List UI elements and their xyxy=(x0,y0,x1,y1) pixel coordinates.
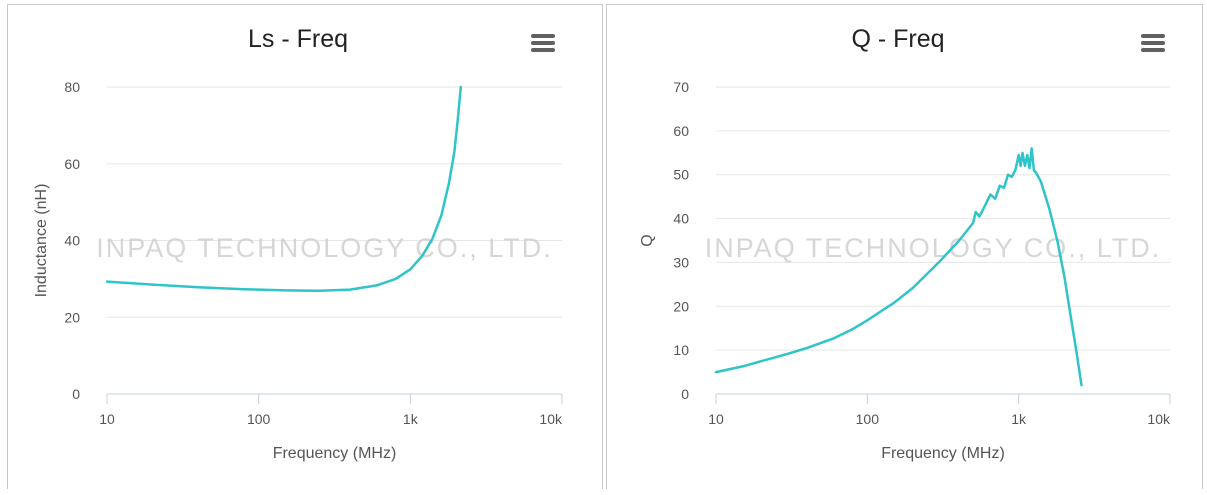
watermark-text: INPAQ TECHNOLOGY CO., LTD. xyxy=(96,233,553,263)
hamburger-line xyxy=(531,48,555,52)
y-tick-label: 30 xyxy=(673,254,689,270)
y-tick-label: 0 xyxy=(72,386,80,402)
y-tick-label: 40 xyxy=(673,211,689,227)
chart-panel-q-freq: Q - Freq 0 10 20 30 40 50 60 70 10 100 1k 10k Frequen… xyxy=(606,4,1203,489)
x-tick-label: 10k xyxy=(539,411,563,427)
watermark-text: INPAQ TECHNOLOGY CO., LTD. xyxy=(705,233,1162,263)
x-tick-label: 1k xyxy=(1011,411,1027,427)
y-tick-label: 20 xyxy=(673,298,689,314)
x-tick-label: 100 xyxy=(247,411,271,427)
y-axis-title: Q xyxy=(639,234,656,246)
x-tick-label: 10 xyxy=(708,411,724,427)
hamburger-line xyxy=(1141,34,1165,38)
y-tick-label: 50 xyxy=(673,167,689,183)
y-axis-title: Inductance (nH) xyxy=(33,184,50,298)
x-axis-title: Frequency (MHz) xyxy=(273,445,397,462)
chart-title: Ls - Freq xyxy=(248,25,348,53)
series-line xyxy=(105,85,463,293)
y-tick-label: 0 xyxy=(681,386,689,402)
x-tick-label: 1k xyxy=(403,411,419,427)
hamburger-line xyxy=(1141,48,1165,52)
hamburger-line xyxy=(531,34,555,38)
chart-ls-freq: Ls - Freq 0 20 40 60 80 10 100 1k 10k Frequency (M… xyxy=(33,25,563,462)
hamburger-menu-icon[interactable] xyxy=(1141,34,1165,52)
x-axis-title: Frequency (MHz) xyxy=(881,445,1005,462)
hamburger-line xyxy=(531,41,555,45)
y-tick-label: 60 xyxy=(673,123,689,139)
x-tick-label: 100 xyxy=(856,411,880,427)
x-tick-label: 10k xyxy=(1147,411,1171,427)
hamburger-menu-icon[interactable] xyxy=(531,34,555,52)
chart-q-freq: Q - Freq 0 10 20 30 40 50 60 70 10 100 1k 10k Frequen… xyxy=(639,25,1171,462)
chart-title: Q - Freq xyxy=(851,25,944,53)
x-tick-label: 10 xyxy=(99,411,115,427)
y-tick-label: 60 xyxy=(64,156,80,172)
chart-panel-ls-freq: Ls - Freq 0 20 40 60 80 10 100 1k 10k Frequency (M… xyxy=(7,4,603,489)
y-tick-label: 70 xyxy=(673,79,689,95)
y-tick-label: 80 xyxy=(64,79,80,95)
y-tick-label: 10 xyxy=(673,342,689,358)
hamburger-line xyxy=(1141,41,1165,45)
y-tick-label: 40 xyxy=(64,233,80,249)
y-tick-label: 20 xyxy=(64,309,80,325)
series-line xyxy=(714,147,1083,387)
